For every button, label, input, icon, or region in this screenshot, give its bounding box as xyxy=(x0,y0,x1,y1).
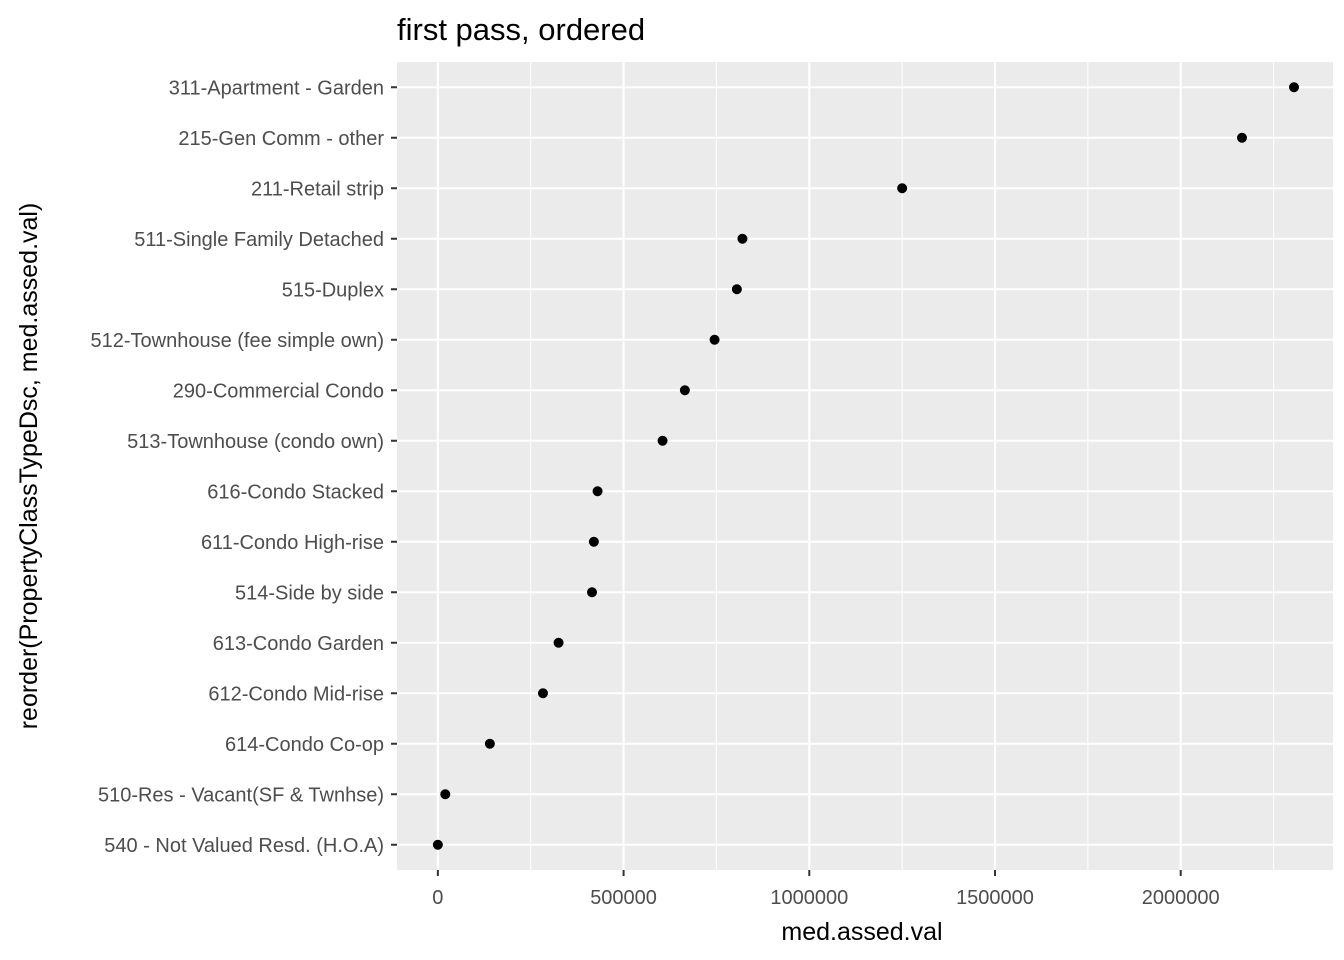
data-point xyxy=(588,536,599,547)
y-tick-label: 515-Duplex xyxy=(282,279,384,301)
data-point xyxy=(440,789,451,800)
data-point xyxy=(657,435,668,446)
y-tick-label: 290-Commercial Condo xyxy=(173,380,384,402)
data-point xyxy=(1289,82,1299,93)
x-tick-label: 500000 xyxy=(590,887,657,909)
data-point xyxy=(731,284,742,295)
y-tick-label: 512-Townhouse (fee simple own) xyxy=(91,330,385,352)
plot-panel xyxy=(397,62,1333,870)
y-tick-label: 511-Single Family Detached xyxy=(134,229,384,251)
y-tick-label: 611-Condo High-rise xyxy=(201,532,384,554)
data-point xyxy=(679,385,690,396)
y-tick-label: 510-Res - Vacant(SF & Twnhse) xyxy=(98,784,384,806)
chart-title: first pass, ordered xyxy=(397,12,645,47)
data-point xyxy=(1237,132,1247,143)
y-tick-label: 211-Retail strip xyxy=(251,178,384,200)
y-tick-label: 513-Townhouse (condo own) xyxy=(127,431,384,453)
y-tick-label: 311-Apartment - Garden xyxy=(169,77,384,99)
x-tick-label: 0 xyxy=(432,887,443,909)
y-axis-title: reorder(PropertyClassTypeDsc, med.assed.… xyxy=(15,203,43,730)
x-axis-title: med.assed.val xyxy=(781,918,942,946)
y-tick-label: 612-Condo Mid-rise xyxy=(208,683,384,705)
grid-lines xyxy=(397,62,1333,870)
y-axis: 311-Apartment - Garden 215-Gen Comm - oth… xyxy=(91,77,397,857)
y-tick-label: 215-Gen Comm - other xyxy=(178,128,384,150)
data-point xyxy=(897,183,908,194)
data-point xyxy=(537,688,548,699)
x-tick-label: 1500000 xyxy=(956,887,1034,909)
data-point xyxy=(587,587,597,598)
data-point xyxy=(432,839,443,850)
data-point xyxy=(709,334,720,345)
data-point xyxy=(737,233,748,244)
data-point xyxy=(592,486,603,497)
y-tick-label: 613-Condo Garden xyxy=(213,633,384,655)
data-points xyxy=(432,82,1299,850)
x-tick-label: 1000000 xyxy=(770,887,848,909)
y-tick-label: 614-Condo Co-op xyxy=(225,734,384,756)
y-tick-label: 540 - Not Valued Resd. (H.O.A) xyxy=(104,835,384,857)
data-point xyxy=(484,738,495,749)
y-tick-label: 616-Condo Stacked xyxy=(207,481,384,503)
data-point xyxy=(553,637,564,648)
x-tick-label: 2000000 xyxy=(1142,887,1220,909)
y-tick-label: 514-Side by side xyxy=(235,582,384,604)
x-axis: 0 500000 1000000 1500000 2000000 xyxy=(432,870,1220,909)
